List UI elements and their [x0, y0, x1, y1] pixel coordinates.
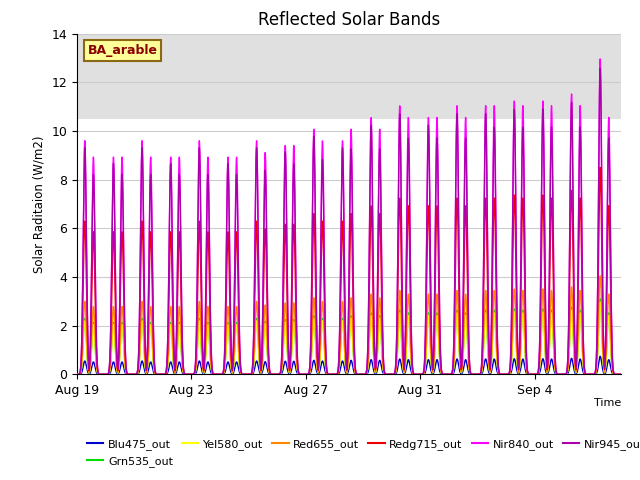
Text: BA_arable: BA_arable	[88, 44, 157, 57]
Text: Time: Time	[593, 398, 621, 408]
Title: Reflected Solar Bands: Reflected Solar Bands	[258, 11, 440, 29]
Y-axis label: Solar Raditaion (W/m2): Solar Raditaion (W/m2)	[33, 135, 45, 273]
Legend: Blu475_out, Grn535_out, Yel580_out, Red655_out, Redg715_out, Nir840_out, Nir945_: Blu475_out, Grn535_out, Yel580_out, Red6…	[83, 435, 640, 471]
Bar	[77, 34, 621, 119]
